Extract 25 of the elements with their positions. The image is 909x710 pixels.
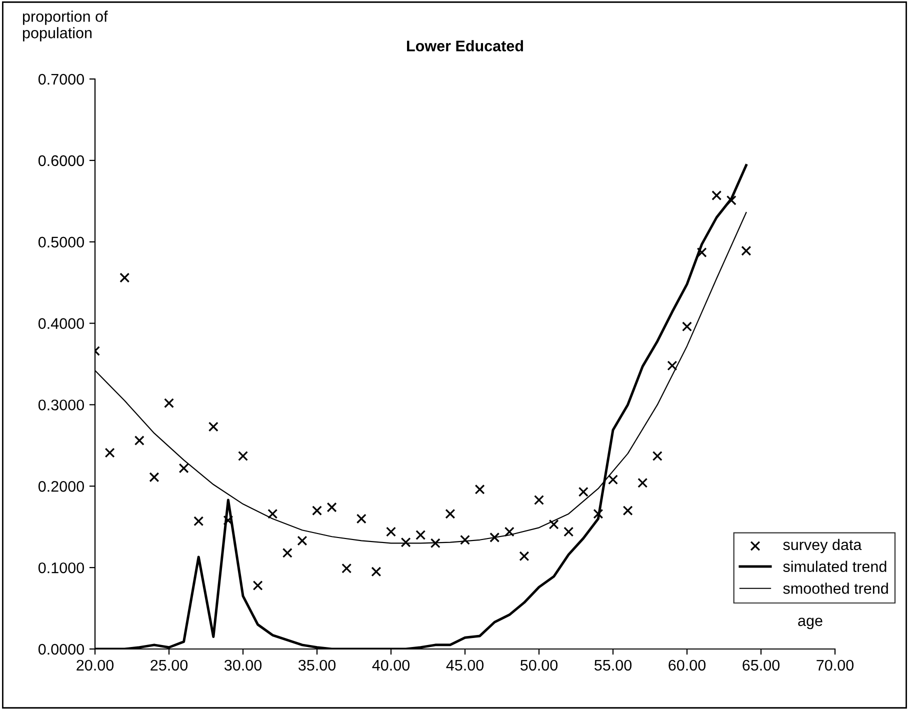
y-tick-label: 0.0000 — [38, 644, 84, 655]
legend-label: survey data — [783, 538, 862, 554]
y-tick-label: 0.5000 — [38, 236, 84, 248]
y-tick-label: 0.4000 — [38, 318, 84, 329]
x-tick-label: 65.00 — [742, 660, 780, 671]
y-tick-label: 0.3000 — [38, 400, 84, 410]
x-tick-label: 35.00 — [298, 660, 336, 671]
y-axis-title: proportion of population — [22, 10, 108, 42]
x-tick-label: 60.00 — [668, 660, 706, 671]
x-tick-label: 40.00 — [372, 660, 410, 671]
legend-label: simulated trend — [783, 560, 886, 572]
x-tick-label: 55.00 — [594, 660, 632, 671]
x-tick-label: 25.00 — [150, 660, 188, 671]
x-tick-label: 30.00 — [224, 660, 262, 671]
x-tick-label: 50.00 — [520, 660, 558, 671]
y-tick-label: 0.2000 — [38, 481, 84, 492]
x-tick-label: 20.00 — [76, 660, 114, 671]
x-tick-label: 70.00 — [816, 660, 854, 671]
y-tick-label: 0.1000 — [38, 562, 84, 574]
chart-title: Lower Educated — [407, 40, 523, 52]
legend-label: smoothed trend — [783, 582, 888, 594]
y-tick-label: 0.7000 — [38, 74, 84, 85]
x-axis-title: age — [798, 618, 822, 630]
y-tick-label: 0.6000 — [38, 155, 84, 166]
x-tick-label: 45.00 — [446, 660, 484, 671]
